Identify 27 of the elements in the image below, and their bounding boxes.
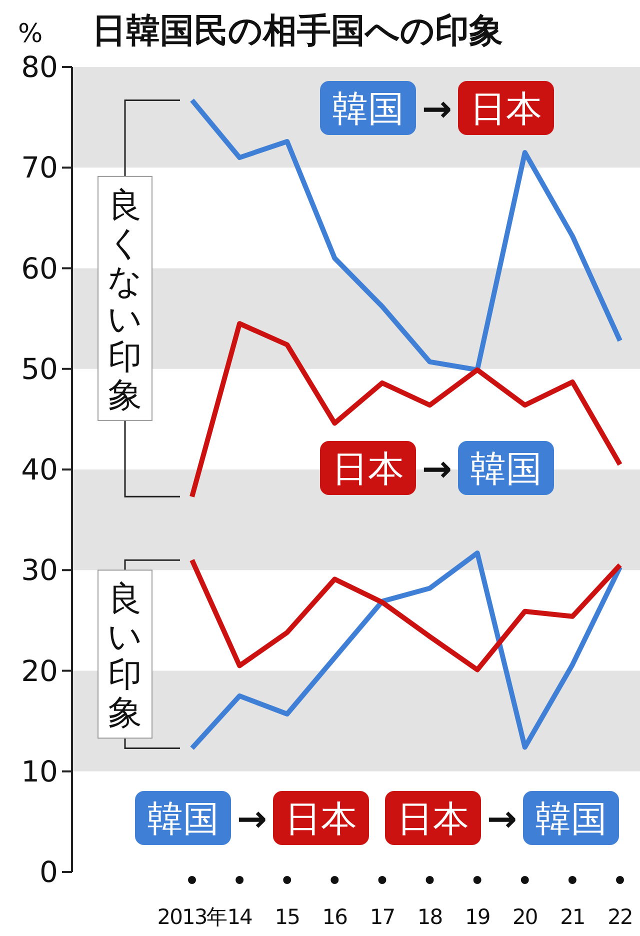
y-tick-label: 10 <box>21 754 58 788</box>
y-tick-label: 0 <box>40 855 58 889</box>
y-tick-label: 30 <box>21 553 58 588</box>
y-tick-label: 20 <box>21 654 58 688</box>
x-tick-label: 17 <box>370 905 395 929</box>
y-tick-label: 80 <box>21 50 58 84</box>
x-tick-label: 14 <box>227 905 253 929</box>
x-tick-label: 22 <box>608 905 632 929</box>
legend-label: 日本 → 韓国 <box>397 799 607 840</box>
y-tick-label: 70 <box>21 150 58 185</box>
series-label: 日本 → 韓国 <box>332 449 542 490</box>
text: 良い印象 <box>108 579 142 734</box>
y-tick-label: 40 <box>21 452 58 486</box>
y-tick-label: 50 <box>21 352 58 386</box>
y-axis-title: % <box>18 19 43 49</box>
x-tick-label: 20 <box>512 905 538 929</box>
y-tick-label: 60 <box>21 251 58 286</box>
x-tick-label: 18 <box>417 905 442 929</box>
chart-title: 日韓国民の相手国への印象 <box>92 11 503 51</box>
x-tick-label: 15 <box>274 905 300 929</box>
x-tick-label: 21 <box>560 905 585 929</box>
text: 良くない印象 <box>108 185 142 416</box>
x-tick-label: 16 <box>322 905 348 929</box>
x-tick-label: 19 <box>464 905 490 929</box>
x-tick-label: 2013年 <box>157 905 228 929</box>
series-label: 韓国 → 日本 <box>147 799 357 840</box>
series-label: 韓国 → 日本 <box>332 89 542 130</box>
